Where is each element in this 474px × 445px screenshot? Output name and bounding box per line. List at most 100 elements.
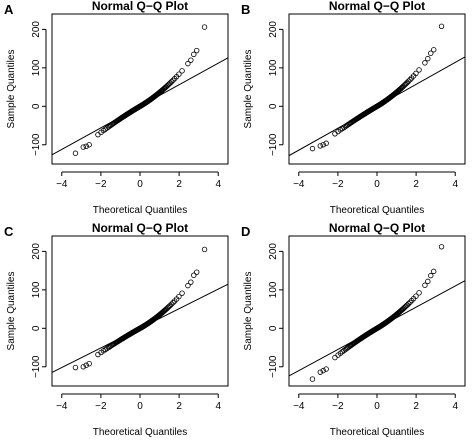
data-point	[188, 279, 194, 285]
qq-panel-a: A Normal Q−Q Plot −4 −2 0 2 4 Theoretical Quant…	[4, 0, 229, 216]
data-point	[407, 299, 413, 305]
data-point	[438, 244, 445, 250]
x-tick-label: 0	[137, 401, 143, 412]
data-point	[320, 367, 326, 374]
x-tick-label: −2	[332, 179, 344, 190]
y-tick-label: 200	[268, 21, 279, 38]
y-axis-label: Sample Quantiles	[243, 272, 254, 351]
y-tick-label: −100	[268, 133, 279, 156]
data-point	[438, 23, 445, 30]
x-tick-label: 2	[176, 179, 182, 190]
panel-label: D	[241, 224, 250, 239]
plot-area	[288, 13, 466, 165]
plot-area	[288, 235, 466, 387]
data-point	[413, 70, 419, 77]
data-point	[185, 282, 191, 289]
data-point	[86, 142, 92, 148]
data-point	[86, 360, 92, 367]
data-point	[428, 272, 434, 279]
y-tick-label: 0	[31, 103, 42, 109]
x-tick-label: 2	[176, 401, 182, 412]
x-axis-label: Theoretical Quantiles	[93, 205, 188, 216]
x-tick-label: 2	[413, 401, 419, 412]
data-point	[405, 78, 412, 84]
y-tick-label: 0	[31, 325, 42, 331]
data-point	[320, 142, 326, 148]
data-point	[425, 55, 431, 62]
data-point	[309, 376, 316, 382]
y-tick-label: 200	[31, 243, 42, 260]
data-point	[72, 364, 79, 371]
x-tick-label: 2	[413, 179, 419, 190]
data-point	[425, 278, 431, 285]
data-point	[428, 50, 434, 56]
x-axis-label: Theoretical Quantiles	[330, 205, 425, 216]
chart-title: Normal Q−Q Plot	[92, 0, 188, 13]
data-point	[405, 300, 412, 307]
y-tick-label: 0	[268, 325, 279, 331]
data-point	[422, 282, 428, 288]
data-point	[179, 290, 185, 296]
data-point	[191, 272, 197, 278]
chart-title: Normal Q−Q Plot	[329, 0, 425, 13]
x-axis-label: Theoretical Quantiles	[330, 427, 425, 438]
data-point	[341, 124, 347, 131]
data-point	[80, 144, 86, 150]
data-point	[188, 57, 194, 63]
y-tick-label: 100	[268, 59, 279, 76]
x-tick-label: −4	[293, 179, 305, 190]
x-tick-label: 0	[374, 401, 380, 412]
plot-area	[51, 235, 229, 387]
qq-panel-c: C Normal Q−Q Plot −4 −2 0 2 4 Theoretical Quant…	[4, 221, 229, 438]
data-point	[201, 24, 208, 30]
qq-panel-d: D Normal Q−Q Plot −4 −2 0 2 4 Theoretical Quant…	[241, 221, 466, 438]
data-point	[323, 366, 329, 372]
y-tick-label: 200	[268, 243, 279, 260]
x-tick-label: −2	[332, 401, 344, 412]
panel-label: B	[241, 2, 250, 17]
chart-title: Normal Q−Q Plot	[329, 221, 425, 235]
data-point	[404, 79, 410, 86]
x-tick-label: −2	[95, 401, 107, 412]
data-point	[185, 60, 191, 67]
y-axis-label: Sample Quantiles	[6, 272, 17, 351]
x-tick-label: −2	[95, 179, 107, 190]
data-point	[170, 77, 176, 83]
y-axis-label: Sample Quantiles	[243, 50, 254, 129]
x-tick-label: 4	[452, 401, 458, 412]
plot-area	[51, 13, 229, 165]
data-point	[176, 293, 182, 300]
chart-title: Normal Q−Q Plot	[92, 221, 188, 235]
data-point	[431, 268, 437, 275]
x-axis-label: Theoretical Quantiles	[93, 427, 188, 438]
data-point	[170, 299, 176, 306]
y-tick-label: −100	[31, 355, 42, 378]
data-point	[191, 51, 197, 58]
y-tick-label: −100	[268, 355, 279, 378]
y-tick-label: 200	[31, 21, 42, 38]
y-tick-label: 100	[268, 281, 279, 298]
y-tick-label: 100	[31, 59, 42, 76]
data-point	[407, 77, 413, 83]
data-point	[422, 60, 428, 66]
x-tick-label: −4	[56, 179, 68, 190]
data-point	[83, 143, 89, 150]
data-point	[168, 301, 175, 307]
x-tick-label: 4	[452, 179, 458, 190]
x-tick-label: −4	[56, 401, 68, 412]
panel-label: C	[4, 224, 14, 239]
data-point	[416, 67, 422, 73]
data-point	[416, 290, 422, 296]
data-point	[194, 47, 200, 54]
y-tick-label: 0	[268, 103, 279, 109]
qq-panel-b: B Normal Q−Q Plot −4 −2 0 2 4 Theoretical Quant…	[241, 0, 466, 216]
data-point	[176, 71, 182, 77]
data-point	[72, 150, 79, 156]
data-point	[413, 293, 419, 299]
data-point	[431, 47, 437, 53]
data-point	[309, 145, 316, 152]
data-point	[332, 354, 338, 361]
data-point	[83, 362, 89, 368]
data-point	[179, 68, 185, 74]
